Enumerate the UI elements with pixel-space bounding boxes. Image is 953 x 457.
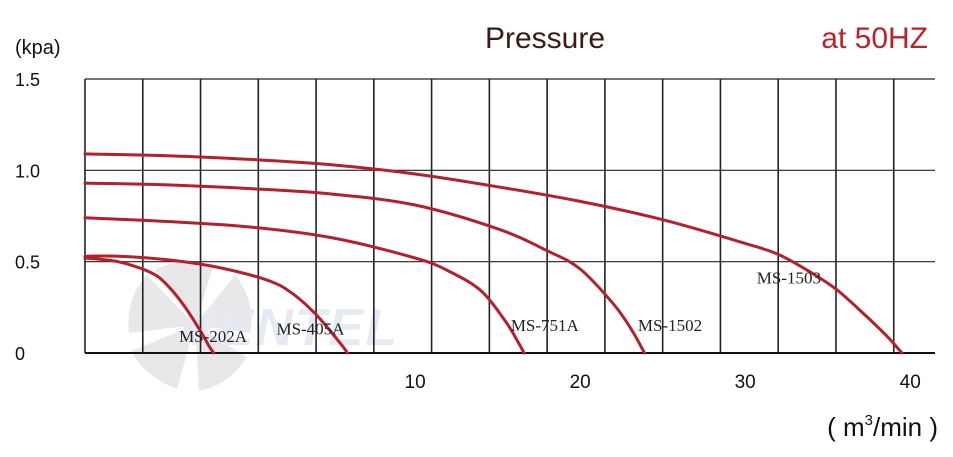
series-label-ms-1503: MS-1503 — [757, 269, 821, 288]
y-tick-label: 0 — [15, 344, 25, 364]
x-axis-label-open: ( m — [827, 412, 865, 442]
x-axis-label: ( m3/min ) — [827, 412, 938, 442]
y-tick-label: 1.0 — [15, 161, 40, 181]
watermark-text: VENTEL — [182, 299, 399, 357]
chart-title: Pressure — [485, 22, 605, 55]
series-line-ms-202a — [83, 256, 216, 355]
watermark: VENTEL — [128, 261, 399, 391]
y-tick-label: 1.5 — [15, 70, 40, 90]
series-line-ms-1502 — [83, 181, 646, 355]
x-tick-label: 40 — [900, 372, 921, 393]
y-axis-label: (kpa) — [15, 37, 61, 59]
axes: 0 0.5 1.0 1.5 10 20 30 40 — [15, 70, 935, 393]
series-label-ms-405a: MS-405A — [276, 320, 345, 339]
chart-subtitle: at 50HZ — [821, 22, 928, 55]
x-tick-label: 10 — [405, 372, 426, 393]
series-line-ms-405a — [83, 254, 349, 355]
x-axis-label-close: /min ) — [873, 412, 938, 442]
x-axis-label-sup: 3 — [865, 412, 873, 429]
series-labels: MS-202A MS-405A MS-751A MS-1502 MS-1503 — [179, 269, 821, 346]
x-tick-label: 20 — [570, 372, 591, 393]
series-lines — [83, 152, 904, 355]
series-line-ms-1503 — [83, 152, 904, 355]
series-line-ms-751a — [83, 216, 526, 355]
x-tick-label: 30 — [735, 372, 756, 393]
series-label-ms-202a: MS-202A — [179, 327, 248, 346]
grid — [84, 78, 935, 353]
series-label-ms-751a: MS-751A — [511, 316, 580, 335]
y-tick-label: 0.5 — [15, 253, 40, 273]
series-label-ms-1502: MS-1502 — [638, 316, 702, 335]
